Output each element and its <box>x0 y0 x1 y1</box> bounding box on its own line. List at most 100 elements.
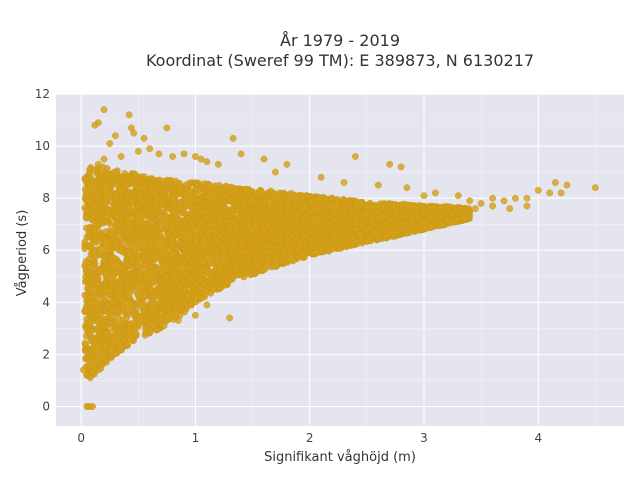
scatter-point <box>270 192 277 200</box>
scatter-point <box>118 271 126 279</box>
scatter-point <box>95 280 103 288</box>
scatter-point <box>287 211 295 219</box>
scatter-point <box>81 307 89 314</box>
scatter-point <box>118 178 126 186</box>
scatter-point <box>216 226 224 234</box>
scatter-point <box>192 185 200 193</box>
scatter-point <box>294 210 302 218</box>
scatter-point <box>192 227 200 235</box>
scatter-point <box>132 329 140 337</box>
scatter-point <box>231 227 239 235</box>
scatter-point <box>184 252 192 260</box>
scatter-point <box>140 219 148 227</box>
scatter-point <box>135 293 143 300</box>
scatter-point <box>322 196 330 204</box>
scatter-point <box>150 253 158 261</box>
scatter-point <box>268 263 276 271</box>
scatter-point <box>163 252 171 260</box>
scatter-point <box>136 193 144 201</box>
scatter-point <box>352 220 359 228</box>
scatter-point <box>124 286 132 294</box>
scatter-point <box>171 264 179 272</box>
scatter-point <box>91 233 99 241</box>
scatter-point <box>243 213 251 221</box>
scatter-point <box>270 253 278 260</box>
scatter-point <box>95 194 102 202</box>
scatter-point <box>186 234 194 242</box>
scatter-point <box>192 239 200 247</box>
scatter-point <box>206 259 214 267</box>
scatter-point <box>368 215 376 223</box>
scatter-point <box>216 232 224 240</box>
scatter-point <box>247 246 255 254</box>
scatter-point <box>245 258 253 266</box>
scatter-point <box>244 221 252 229</box>
scatter-point <box>148 244 156 252</box>
data-points <box>80 106 599 410</box>
scatter-point <box>118 245 125 253</box>
scatter-point <box>297 227 304 235</box>
scatter-point <box>164 316 172 324</box>
scatter-point <box>314 239 322 247</box>
scatter-point <box>204 283 212 291</box>
scatter-point <box>102 353 110 361</box>
scatter-point <box>313 248 320 256</box>
scatter-point <box>362 218 370 225</box>
scatter-point <box>315 194 323 202</box>
scatter-point <box>329 210 337 218</box>
scatter-point <box>113 212 121 219</box>
scatter-point <box>89 351 97 359</box>
scatter-point <box>183 181 191 188</box>
scatter-point <box>116 340 124 348</box>
scatter-point <box>314 218 321 226</box>
scatter-point <box>104 207 111 215</box>
scatter-point <box>128 280 136 288</box>
scatter-point <box>192 257 200 265</box>
scatter-point <box>109 178 117 186</box>
scatter-point <box>200 241 208 249</box>
scatter-point <box>341 217 349 225</box>
scatter-point <box>221 259 229 267</box>
scatter-point <box>153 326 161 334</box>
scatter-point <box>126 225 134 233</box>
scatter-point <box>113 289 121 297</box>
scatter-point <box>249 266 257 274</box>
scatter-point <box>105 319 113 327</box>
scatter-point <box>284 226 292 233</box>
scatter-point <box>273 214 281 222</box>
scatter-point <box>238 255 246 263</box>
scatter-point <box>270 237 278 245</box>
scatter-point <box>117 187 125 195</box>
scatter-point <box>192 204 200 212</box>
scatter-point <box>171 208 179 216</box>
scatter-point <box>81 204 89 212</box>
scatter-point <box>336 243 344 251</box>
scatter-point <box>357 201 365 209</box>
scatter-point <box>102 269 110 277</box>
scatter-point <box>323 236 331 244</box>
scatter-point <box>163 223 171 231</box>
scatter-point <box>207 273 215 281</box>
scatter-point <box>91 248 99 256</box>
scatter-point <box>332 224 339 231</box>
scatter-point <box>112 334 120 342</box>
scatter-point <box>147 269 155 277</box>
scatter-point <box>227 274 235 282</box>
scatter-point <box>112 242 120 250</box>
scatter-point <box>115 263 123 271</box>
scatter-point <box>358 234 366 242</box>
scatter-point <box>199 266 207 273</box>
scatter-point <box>127 175 135 183</box>
scatter-point <box>265 230 273 238</box>
scatter-point <box>138 178 146 185</box>
scatter-point <box>172 310 180 317</box>
scatter-point <box>106 220 114 227</box>
scatter-point <box>180 191 188 199</box>
scatter-point <box>129 254 137 262</box>
scatter-point <box>82 341 89 349</box>
scatter-point <box>337 231 345 239</box>
scatter-point <box>221 191 229 199</box>
scatter-point <box>108 263 116 270</box>
scatter-point <box>285 235 293 243</box>
scatter-point <box>147 285 155 293</box>
